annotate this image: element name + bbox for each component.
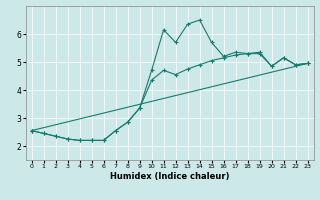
X-axis label: Humidex (Indice chaleur): Humidex (Indice chaleur) bbox=[110, 172, 229, 181]
